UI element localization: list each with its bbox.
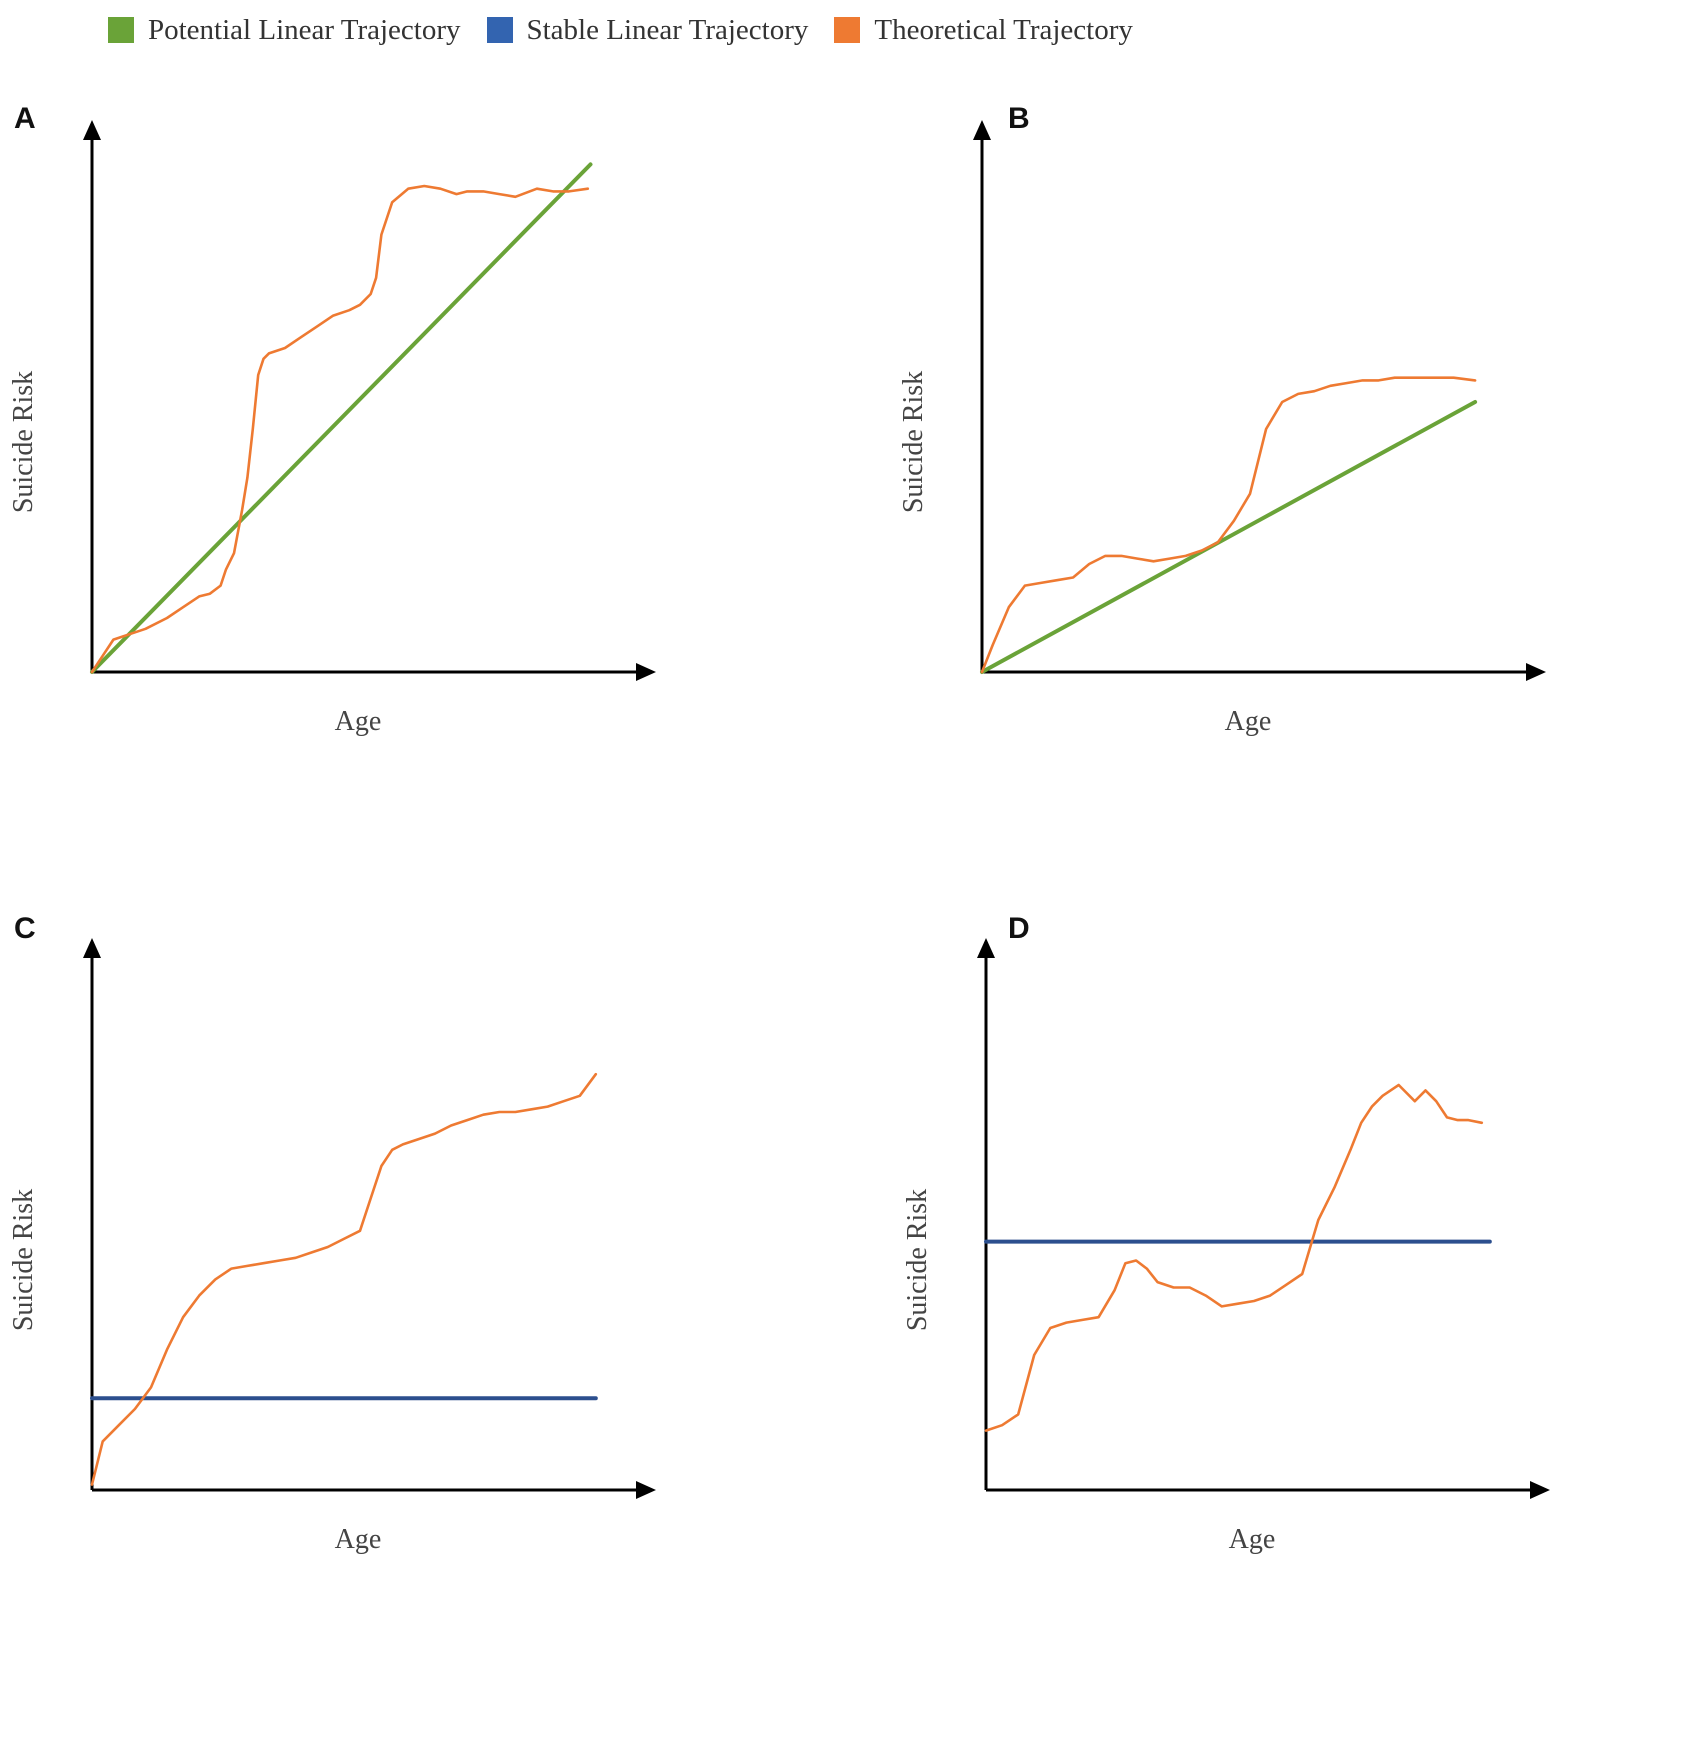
theoretical-line-c [90,1072,598,1486]
x-axis-arrow-a [636,663,656,681]
x-axis-arrow-c [636,1481,656,1499]
legend: Potential Linear Trajectory Stable Linea… [108,10,1133,50]
y-axis-label-c: Suicide Risk [8,1189,39,1331]
legend-swatch-stable [486,17,513,43]
legend-swatch-potential [108,17,134,43]
chart-c: Age Suicide Risk [8,938,656,1555]
legend-item-theoretical: Theoretical Trajectory [834,14,1133,47]
theoretical-line-b [980,376,1477,674]
chart-b: Age Suicide Risk [898,120,1546,737]
panel-d: D Age Suicide Risk [850,900,1700,1700]
panel-a: A Age Suicide Risk [0,90,850,890]
theoretical-line-d [984,1083,1484,1432]
y-axis-label-d: Suicide Risk [902,1189,933,1331]
x-axis-label-c: Age [335,1524,382,1555]
x-axis-label-d: Age [1229,1524,1276,1555]
y-axis-arrow-d [977,938,995,958]
legend-label-theoretical: Theoretical Trajectory [874,13,1133,46]
panel-letter-c: C [14,912,36,945]
y-axis-label-b: Suicide Risk [898,371,929,513]
y-axis-label-a: Suicide Risk [8,371,39,513]
legend-label-potential: Potential Linear Trajectory [148,13,461,46]
legend-item-potential: Potential Linear Trajectory [108,14,461,47]
potential-line-a [90,162,593,674]
chart-a: Age Suicide Risk [8,120,656,737]
panel-b: B Age Suicide Risk [850,90,1700,890]
legend-label-stable: Stable Linear Trajectory [526,13,809,46]
panel-letter-a: A [14,102,36,135]
y-axis-arrow-c [83,938,101,958]
y-axis-arrow-a [83,120,101,140]
x-axis-arrow-b [1526,663,1546,681]
x-axis-label-a: Age [335,706,382,737]
y-axis-arrow-b [973,120,991,140]
theoretical-line-a [90,184,590,674]
legend-swatch-theoretical [834,17,861,43]
x-axis-label-b: Age [1225,706,1272,737]
chart-d: Age Suicide Risk [902,938,1550,1555]
x-axis-arrow-d [1530,1481,1550,1499]
potential-line-b [980,400,1478,674]
panel-letter-b: B [1008,102,1030,135]
legend-item-stable: Stable Linear Trajectory [486,13,809,47]
panel-c: C Age Suicide Risk [0,900,850,1700]
panel-letter-d: D [1008,912,1030,945]
